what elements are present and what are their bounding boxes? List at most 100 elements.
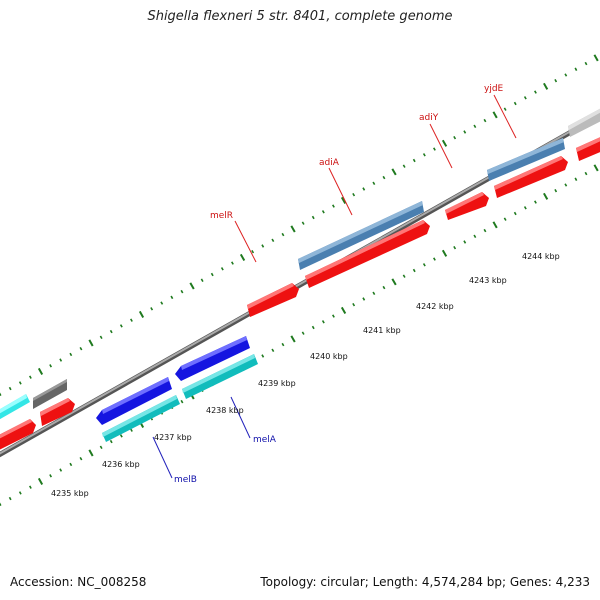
gene-label-melB[interactable]: melB (174, 475, 197, 485)
minor-tick (332, 204, 335, 208)
minor-tick (513, 211, 517, 216)
feature-red-left-2[interactable] (40, 398, 75, 426)
feature-melB-blue[interactable] (96, 377, 172, 425)
minor-tick (372, 181, 376, 185)
feature-melR-arrow[interactable] (247, 283, 299, 317)
major-tick (543, 82, 549, 90)
minor-tick (220, 267, 224, 271)
minor-tick (79, 457, 83, 461)
minor-tick (130, 428, 133, 432)
minor-tick (109, 329, 113, 334)
minor-tick (433, 147, 436, 151)
major-tick (492, 111, 498, 119)
major-tick (441, 139, 448, 147)
gene-label-yjdE[interactable]: yjdE (484, 84, 504, 94)
ruler-label: 4243 kbp (469, 276, 507, 285)
minor-tick (321, 320, 325, 324)
minor-tick (463, 240, 467, 244)
minor-tick (301, 331, 305, 335)
gene-label-adiA[interactable]: adiA (319, 158, 340, 168)
major-tick (340, 196, 347, 204)
minor-tick (49, 474, 53, 478)
minor-tick (8, 386, 12, 391)
feature-melA-blue[interactable] (175, 336, 250, 381)
minor-tick (99, 445, 103, 449)
gene-label-adiY[interactable]: adiY (419, 113, 439, 123)
map-title: Shigella flexneri 5 str. 8401, complete … (147, 9, 453, 24)
ruler-label: 4244 kbp (522, 252, 560, 261)
minor-tick (180, 399, 184, 404)
major-tick (189, 282, 195, 290)
minor-tick (523, 96, 527, 100)
feature-melB-cyan[interactable] (102, 395, 180, 442)
ruler-label: 4235 kbp (51, 489, 89, 498)
inner-tick-track (0, 164, 599, 506)
minor-tick (150, 307, 154, 311)
feature-red-left-1[interactable] (0, 419, 36, 452)
minor-tick (564, 183, 568, 187)
minor-tick (231, 261, 234, 265)
feature-yjdE-bar[interactable] (487, 138, 565, 181)
major-tick (88, 339, 94, 347)
minor-tick (311, 325, 315, 330)
feature-gray-right[interactable] (568, 106, 600, 137)
feature-cyan-left-top[interactable] (0, 394, 30, 422)
ruler-label: 4238 kbp (206, 406, 244, 415)
feature-adiA-bar[interactable] (298, 201, 424, 270)
minor-tick (321, 210, 325, 214)
minor-tick (574, 67, 578, 71)
yjdE-callout-line (493, 94, 517, 139)
minor-tick (473, 234, 477, 238)
minor-tick (69, 462, 73, 467)
minor-tick (119, 434, 123, 438)
minor-tick (261, 354, 265, 358)
minor-tick (8, 496, 12, 501)
major-tick (391, 278, 397, 286)
melR-callout-line (234, 220, 257, 263)
major-tick (37, 477, 44, 485)
minor-tick (281, 342, 285, 347)
major-tick (239, 253, 246, 261)
major-tick (391, 168, 397, 176)
minor-tick (332, 314, 335, 318)
minor-tick (534, 200, 537, 204)
feature-adiA-arrow[interactable] (305, 220, 430, 288)
gene-label-melA[interactable]: melA (253, 435, 277, 445)
major-tick (37, 367, 44, 375)
major-tick (543, 192, 549, 200)
major-tick (88, 449, 94, 457)
minor-tick (49, 364, 53, 368)
feature-red-right[interactable] (576, 135, 600, 161)
minor-tick (180, 289, 184, 294)
gene-label-melR[interactable]: melR (210, 211, 233, 221)
feature-yjdE-arrow[interactable] (494, 156, 568, 198)
minor-tick (352, 193, 356, 197)
minor-tick (301, 221, 305, 225)
feature-gray-small[interactable] (33, 379, 67, 409)
minor-tick (564, 73, 568, 77)
genome-stats: Topology: circular; Length: 4,574,284 bp… (260, 575, 590, 589)
ruler-label: 4241 kbp (363, 326, 401, 335)
minor-tick (119, 324, 123, 328)
major-tick (290, 335, 296, 343)
major-tick (138, 310, 145, 318)
minor-tick (362, 187, 366, 191)
minor-tick (473, 124, 477, 128)
minor-tick (160, 301, 164, 305)
major-tick (593, 164, 599, 172)
ruler-label: 4237 kbp (154, 433, 192, 442)
minor-tick (412, 268, 416, 273)
feature-melA-cyan[interactable] (182, 354, 258, 399)
minor-tick (18, 491, 22, 495)
feature-adiY-arrow[interactable] (445, 192, 489, 220)
minor-tick (412, 158, 416, 163)
minor-tick (200, 278, 204, 282)
minor-tick (251, 250, 255, 254)
minor-tick (554, 189, 558, 193)
major-tick (441, 249, 448, 257)
ruler-label: 4239 kbp (258, 379, 296, 388)
minor-tick (79, 347, 83, 351)
outer-tick-track (0, 54, 599, 396)
minor-tick (271, 238, 275, 242)
minor-tick (99, 335, 103, 339)
